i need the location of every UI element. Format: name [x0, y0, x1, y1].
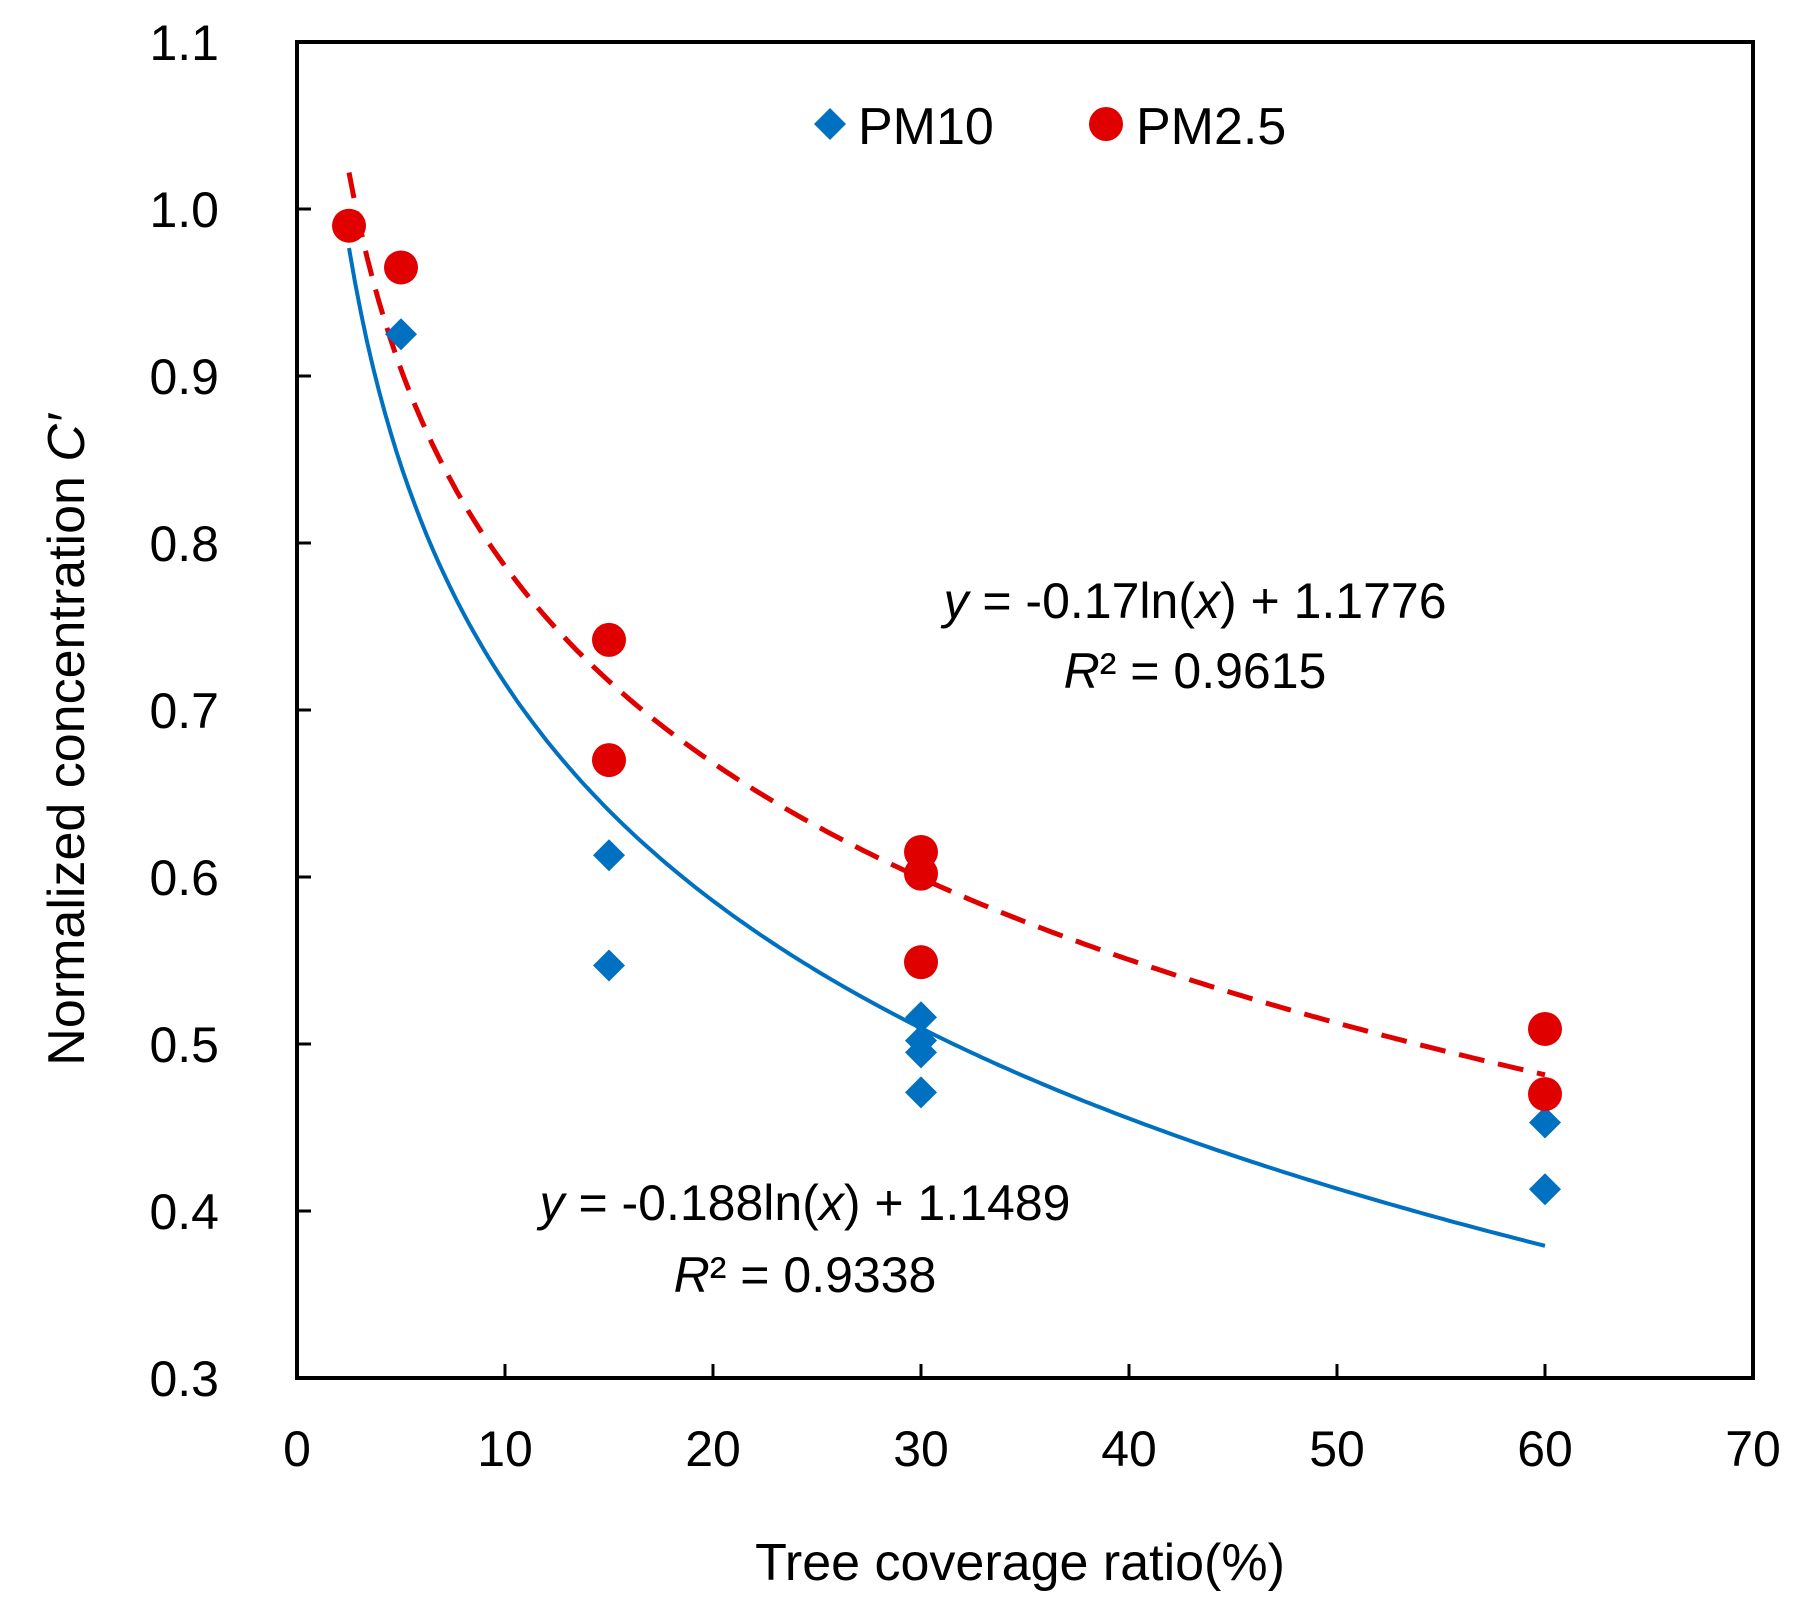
x-tick-label: 20 — [685, 1421, 741, 1477]
y-axis-title-main: Normalized concentration — [38, 462, 96, 1066]
trendline-pm10 — [347, 247, 1546, 1248]
x-tick-label: 50 — [1309, 1421, 1365, 1477]
y-tick-label: 0.9 — [149, 349, 219, 405]
data-point-pm10 — [905, 1076, 937, 1109]
x-axis-title: Tree coverage ratio(%) — [755, 1534, 1285, 1592]
y-tick-label: 0.3 — [149, 1351, 219, 1407]
data-point-pm10 — [1529, 1173, 1561, 1206]
y-tick-label: 0.8 — [149, 516, 219, 572]
x-tick-label: 40 — [1101, 1421, 1157, 1477]
data-point-pm25 — [904, 945, 938, 980]
x-tick-label: 70 — [1725, 1421, 1781, 1477]
y-tick-label: 0.7 — [149, 683, 219, 739]
y-tick-label: 1.0 — [149, 182, 219, 238]
data-point-pm10 — [593, 839, 625, 872]
plot-frame — [295, 40, 1755, 1380]
x-tick-label: 30 — [893, 1421, 949, 1477]
data-point-pm25 — [384, 250, 418, 285]
data-point-pm10 — [905, 1036, 937, 1069]
pm25-equation: y = -0.17ln(x) + 1.1776 — [940, 573, 1446, 629]
x-tick-label: 60 — [1517, 1421, 1573, 1477]
data-point-pm10 — [1529, 1106, 1561, 1139]
data-point-pm10 — [905, 1001, 937, 1034]
data-point-pm25 — [592, 743, 626, 778]
legend: PM10 PM2.5 — [814, 98, 1286, 156]
legend-label-pm25: PM2.5 — [1136, 98, 1286, 156]
legend-item-pm10: PM10 — [814, 98, 994, 156]
x-tick-label: 0 — [283, 1421, 311, 1477]
y-tick-label: 1.1 — [149, 15, 219, 71]
data-point-pm10 — [385, 318, 417, 351]
legend-item-pm25: PM2.5 — [1089, 98, 1286, 156]
y-axis-title-symbol: C′ — [38, 412, 96, 462]
data-point-pm25 — [904, 856, 938, 891]
plot-area — [332, 172, 1562, 1248]
pm25-r-squared: R² = 0.9615 — [1064, 643, 1327, 699]
x-tick-label: 10 — [477, 1421, 533, 1477]
pm10-equation: y = -0.188ln(x) + 1.1489 — [537, 1175, 1071, 1231]
y-tick-label: 0.5 — [149, 1017, 219, 1073]
pm10-trendline-annotation: y = -0.188ln(x) + 1.1489 R² = 0.9338 — [537, 1175, 1071, 1303]
legend-label-pm10: PM10 — [858, 98, 994, 156]
data-point-pm10 — [593, 949, 625, 982]
trendline-pm25 — [346, 172, 1546, 1078]
y-tick-label: 0.6 — [149, 850, 219, 906]
data-point-pm25 — [1528, 1077, 1562, 1112]
data-point-pm25 — [332, 208, 366, 243]
data-point-pm25 — [1528, 1011, 1562, 1046]
legend-marker-pm10 — [814, 108, 846, 140]
pm10-r-squared: R² = 0.9338 — [674, 1247, 937, 1303]
y-axis-title: Normalized concentration C′ — [38, 412, 96, 1066]
data-point-pm25 — [592, 622, 626, 657]
y-tick-label: 0.4 — [149, 1184, 219, 1240]
y-axis-ticks: 0.3 0.4 0.5 0.6 0.7 0.8 0.9 1.0 1.1 — [149, 15, 311, 1407]
pm25-trendline-annotation: y = -0.17ln(x) + 1.1776 R² = 0.9615 — [940, 573, 1446, 699]
legend-marker-pm25 — [1089, 107, 1123, 141]
x-axis-ticks: 0 10 20 30 40 50 60 70 — [283, 1364, 1781, 1477]
